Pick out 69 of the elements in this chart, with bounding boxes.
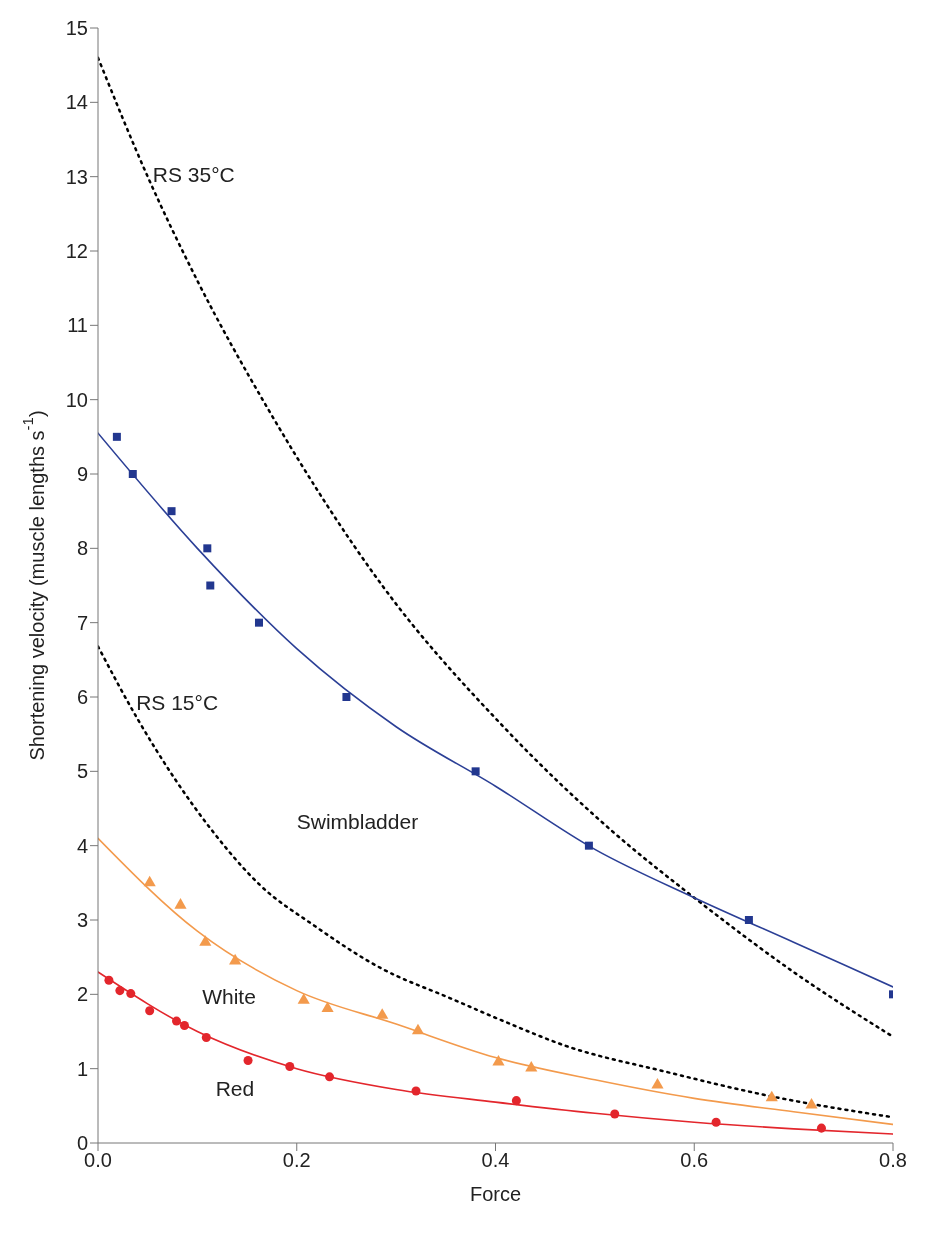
point: [411, 1086, 421, 1096]
point: [143, 875, 156, 887]
y-tick-label: 8: [76, 537, 88, 560]
annotation: Swimbladder: [296, 809, 419, 833]
annotation: White: [202, 984, 256, 1008]
y-tick-label: 14: [65, 91, 88, 114]
y-tick-label: 6: [76, 686, 88, 709]
point: [171, 1016, 182, 1026]
y-tick-label: 7: [76, 611, 88, 634]
point: [104, 975, 114, 985]
y-tick-label: 5: [76, 760, 88, 783]
y-tick-label: 4: [76, 834, 88, 857]
point: [805, 1098, 818, 1109]
point: [651, 1078, 664, 1089]
y-tick-label: 11: [67, 314, 88, 337]
point: [243, 1055, 253, 1065]
point: [492, 1054, 505, 1066]
y-tick-label: 13: [65, 165, 88, 188]
point: [126, 989, 136, 999]
point: [584, 841, 593, 850]
point: [285, 1061, 295, 1071]
annotation: RS 15°C: [136, 691, 219, 715]
point: [115, 986, 125, 996]
point: [411, 1023, 425, 1035]
point: [610, 1109, 620, 1119]
point: [297, 993, 310, 1004]
point: [816, 1123, 826, 1133]
point: [511, 1096, 521, 1106]
point: [145, 1006, 155, 1016]
x-tick-label: 0.2: [282, 1149, 311, 1172]
point: [321, 1001, 334, 1012]
y-tick-label: 2: [76, 983, 88, 1006]
point: [179, 1021, 189, 1031]
point: [376, 1008, 389, 1019]
point: [229, 953, 242, 965]
point: [325, 1072, 335, 1082]
point: [254, 618, 263, 627]
x-axis-title: Force: [469, 1183, 522, 1205]
y-tick-label: 15: [65, 17, 88, 40]
point: [128, 470, 137, 478]
y-tick-label: 1: [76, 1057, 88, 1080]
point: [711, 1117, 721, 1127]
point: [471, 767, 480, 776]
point: [112, 432, 121, 441]
point: [525, 1060, 538, 1072]
point: [203, 544, 212, 553]
line-series: [98, 432, 893, 988]
point: [167, 507, 176, 516]
y-tick-label: 3: [76, 909, 88, 932]
line-series: [98, 56, 893, 1038]
point: [765, 1090, 778, 1102]
x-tick-label: 0.8: [879, 1149, 907, 1172]
line-series: [98, 837, 893, 1126]
point: [199, 935, 212, 946]
annotation: RS 35°C: [152, 162, 235, 186]
point: [744, 916, 753, 924]
point: [201, 1032, 211, 1042]
y-tick-label: 9: [76, 463, 88, 486]
line-series: [98, 645, 893, 1119]
x-tick-label: 0.6: [680, 1149, 709, 1172]
point: [206, 581, 215, 590]
x-tick-label: 0.0: [84, 1149, 112, 1172]
y-tick-label: 10: [65, 388, 88, 411]
annotation: Red: [215, 1077, 255, 1101]
point: [174, 898, 187, 909]
line-series: [98, 971, 893, 1135]
point: [342, 693, 351, 701]
y-tick-label: 12: [65, 240, 88, 263]
x-tick-label: 0.4: [481, 1149, 510, 1172]
